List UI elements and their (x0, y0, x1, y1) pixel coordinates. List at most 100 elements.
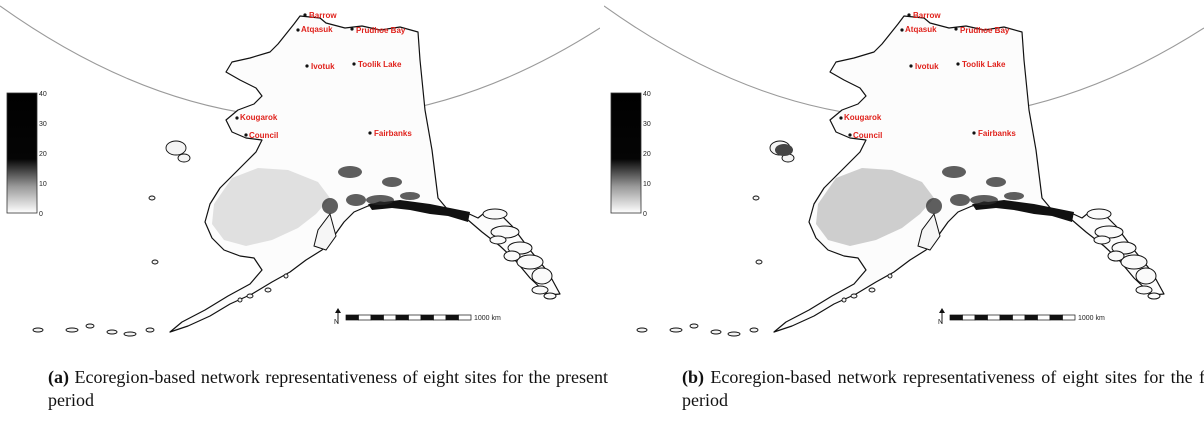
kenai-peninsula (313, 212, 337, 251)
scale-bar: 1000 km (949, 314, 1105, 322)
scale-bar-segment (949, 314, 963, 321)
island (669, 327, 683, 333)
site-marker (909, 64, 913, 68)
panel-a: Barrow Atqasuk Prudhoe Bay Ivotuk Toolik Lak… (0, 0, 608, 422)
site-marker (352, 62, 356, 66)
panhandle-island (1135, 267, 1157, 285)
scale-bar-segment (445, 314, 459, 321)
island (841, 297, 847, 303)
scale-bar-segment (370, 314, 384, 321)
north-arrow-label: N (334, 319, 339, 326)
scale-bar-label: 1000 km (1078, 315, 1105, 322)
caption-a: (a) Ecoregion-based network representati… (48, 366, 608, 412)
site-marker (900, 28, 904, 32)
caption-text: Ecoregion-based network representativene… (48, 367, 608, 410)
island (727, 331, 741, 337)
caption-text: Ecoregion-based network representativene… (682, 367, 1204, 410)
site-label: Kougarok (240, 113, 278, 122)
high-value-patch (382, 177, 402, 187)
island (237, 297, 243, 303)
scale-bar-segment (974, 314, 988, 321)
island (755, 259, 763, 265)
island (887, 273, 893, 279)
scale-bar-segment (999, 314, 1013, 321)
site-label: Barrow (913, 11, 941, 20)
colorbar-tick-label: 0 (39, 211, 43, 218)
island (636, 327, 648, 333)
site-label: Prudhoe Bay (960, 26, 1010, 35)
north-arrow: N (334, 308, 341, 326)
scale-bar-segment (1012, 314, 1026, 321)
map-panel-a: Barrow Atqasuk Prudhoe Bay Ivotuk Toolik Lak… (0, 5, 600, 337)
colorbar-tick-label: 20 (39, 151, 47, 158)
scale-bar-segment (383, 314, 397, 321)
island (264, 287, 272, 293)
high-value-band (972, 200, 1074, 222)
scale-bar-segment (458, 314, 472, 321)
scale-bar-segment (433, 314, 447, 321)
scale-bar-segment (1049, 314, 1063, 321)
scale-bar-segment (345, 314, 359, 321)
site-marker (235, 116, 239, 120)
north-arrow-head (939, 308, 945, 313)
site-marker (350, 27, 354, 31)
panhandle-island (531, 285, 549, 295)
scale-bar-segment (1037, 314, 1051, 321)
colorbar-tick-label: 40 (643, 91, 651, 98)
site-marker (305, 64, 309, 68)
panhandle-island (503, 250, 521, 262)
caption-b: (b) Ecoregion-based network representati… (682, 366, 1204, 412)
island-shaded (775, 144, 793, 156)
high-value-patch (400, 192, 420, 200)
representativeness-shading (816, 168, 934, 246)
high-value-patch (366, 195, 394, 205)
island (177, 153, 191, 163)
panhandle-island (1120, 254, 1148, 270)
site-marker (244, 133, 248, 137)
scale-bar-segment (408, 314, 422, 321)
scale-bar-segment (420, 314, 434, 321)
site-marker (972, 131, 976, 135)
caption-tag: (a) (48, 367, 69, 387)
site-label: Council (853, 131, 882, 140)
panhandle-island (516, 254, 544, 270)
island (868, 287, 876, 293)
panhandle-island (1147, 292, 1161, 300)
panhandle-island (1093, 235, 1111, 245)
scale-bar-segment (1062, 314, 1076, 321)
high-value-band (368, 200, 470, 222)
island (749, 327, 759, 333)
colorbar-tick-label: 30 (643, 121, 651, 128)
map-panel-b: Barrow Atqasuk Prudhoe Bay Ivotuk Toolik Lak… (604, 5, 1204, 337)
scale-bar-segment (962, 314, 976, 321)
colorbar-tick-label: 0 (643, 211, 647, 218)
high-value-patch (338, 166, 362, 178)
high-value-patch (986, 177, 1006, 187)
colorbar-tick-label: 40 (39, 91, 47, 98)
island (246, 293, 254, 299)
panhandle-island (482, 208, 508, 220)
high-value-patch (970, 195, 998, 205)
site-marker (848, 133, 852, 137)
high-value-patch (1004, 192, 1024, 200)
scale-bar-segment (395, 314, 409, 321)
island (32, 327, 44, 333)
high-value-patch (926, 198, 942, 214)
high-value-patch (322, 198, 338, 214)
site-label: Toolik Lake (962, 60, 1006, 69)
map-layer: Barrow Atqasuk Prudhoe Bay Ivotuk Toolik Lak… (0, 5, 600, 337)
colorbar-gradient (6, 92, 38, 214)
site-label: Ivotuk (915, 62, 939, 71)
site-label: Toolik Lake (358, 60, 402, 69)
panel-b: Barrow Atqasuk Prudhoe Bay Ivotuk Toolik Lak… (604, 0, 1204, 422)
site-label: Atqasuk (905, 25, 937, 34)
scale-bar: 1000 km (345, 314, 501, 322)
site-marker (296, 28, 300, 32)
site-label: Fairbanks (374, 129, 412, 138)
panhandle-island (489, 235, 507, 245)
colorbar: 40 30 20 10 0 (610, 91, 651, 218)
colorbar: 40 30 20 10 0 (6, 91, 47, 218)
kenai-peninsula (917, 212, 941, 251)
island (850, 293, 858, 299)
map-layer: Barrow Atqasuk Prudhoe Bay Ivotuk Toolik Lak… (604, 5, 1204, 337)
